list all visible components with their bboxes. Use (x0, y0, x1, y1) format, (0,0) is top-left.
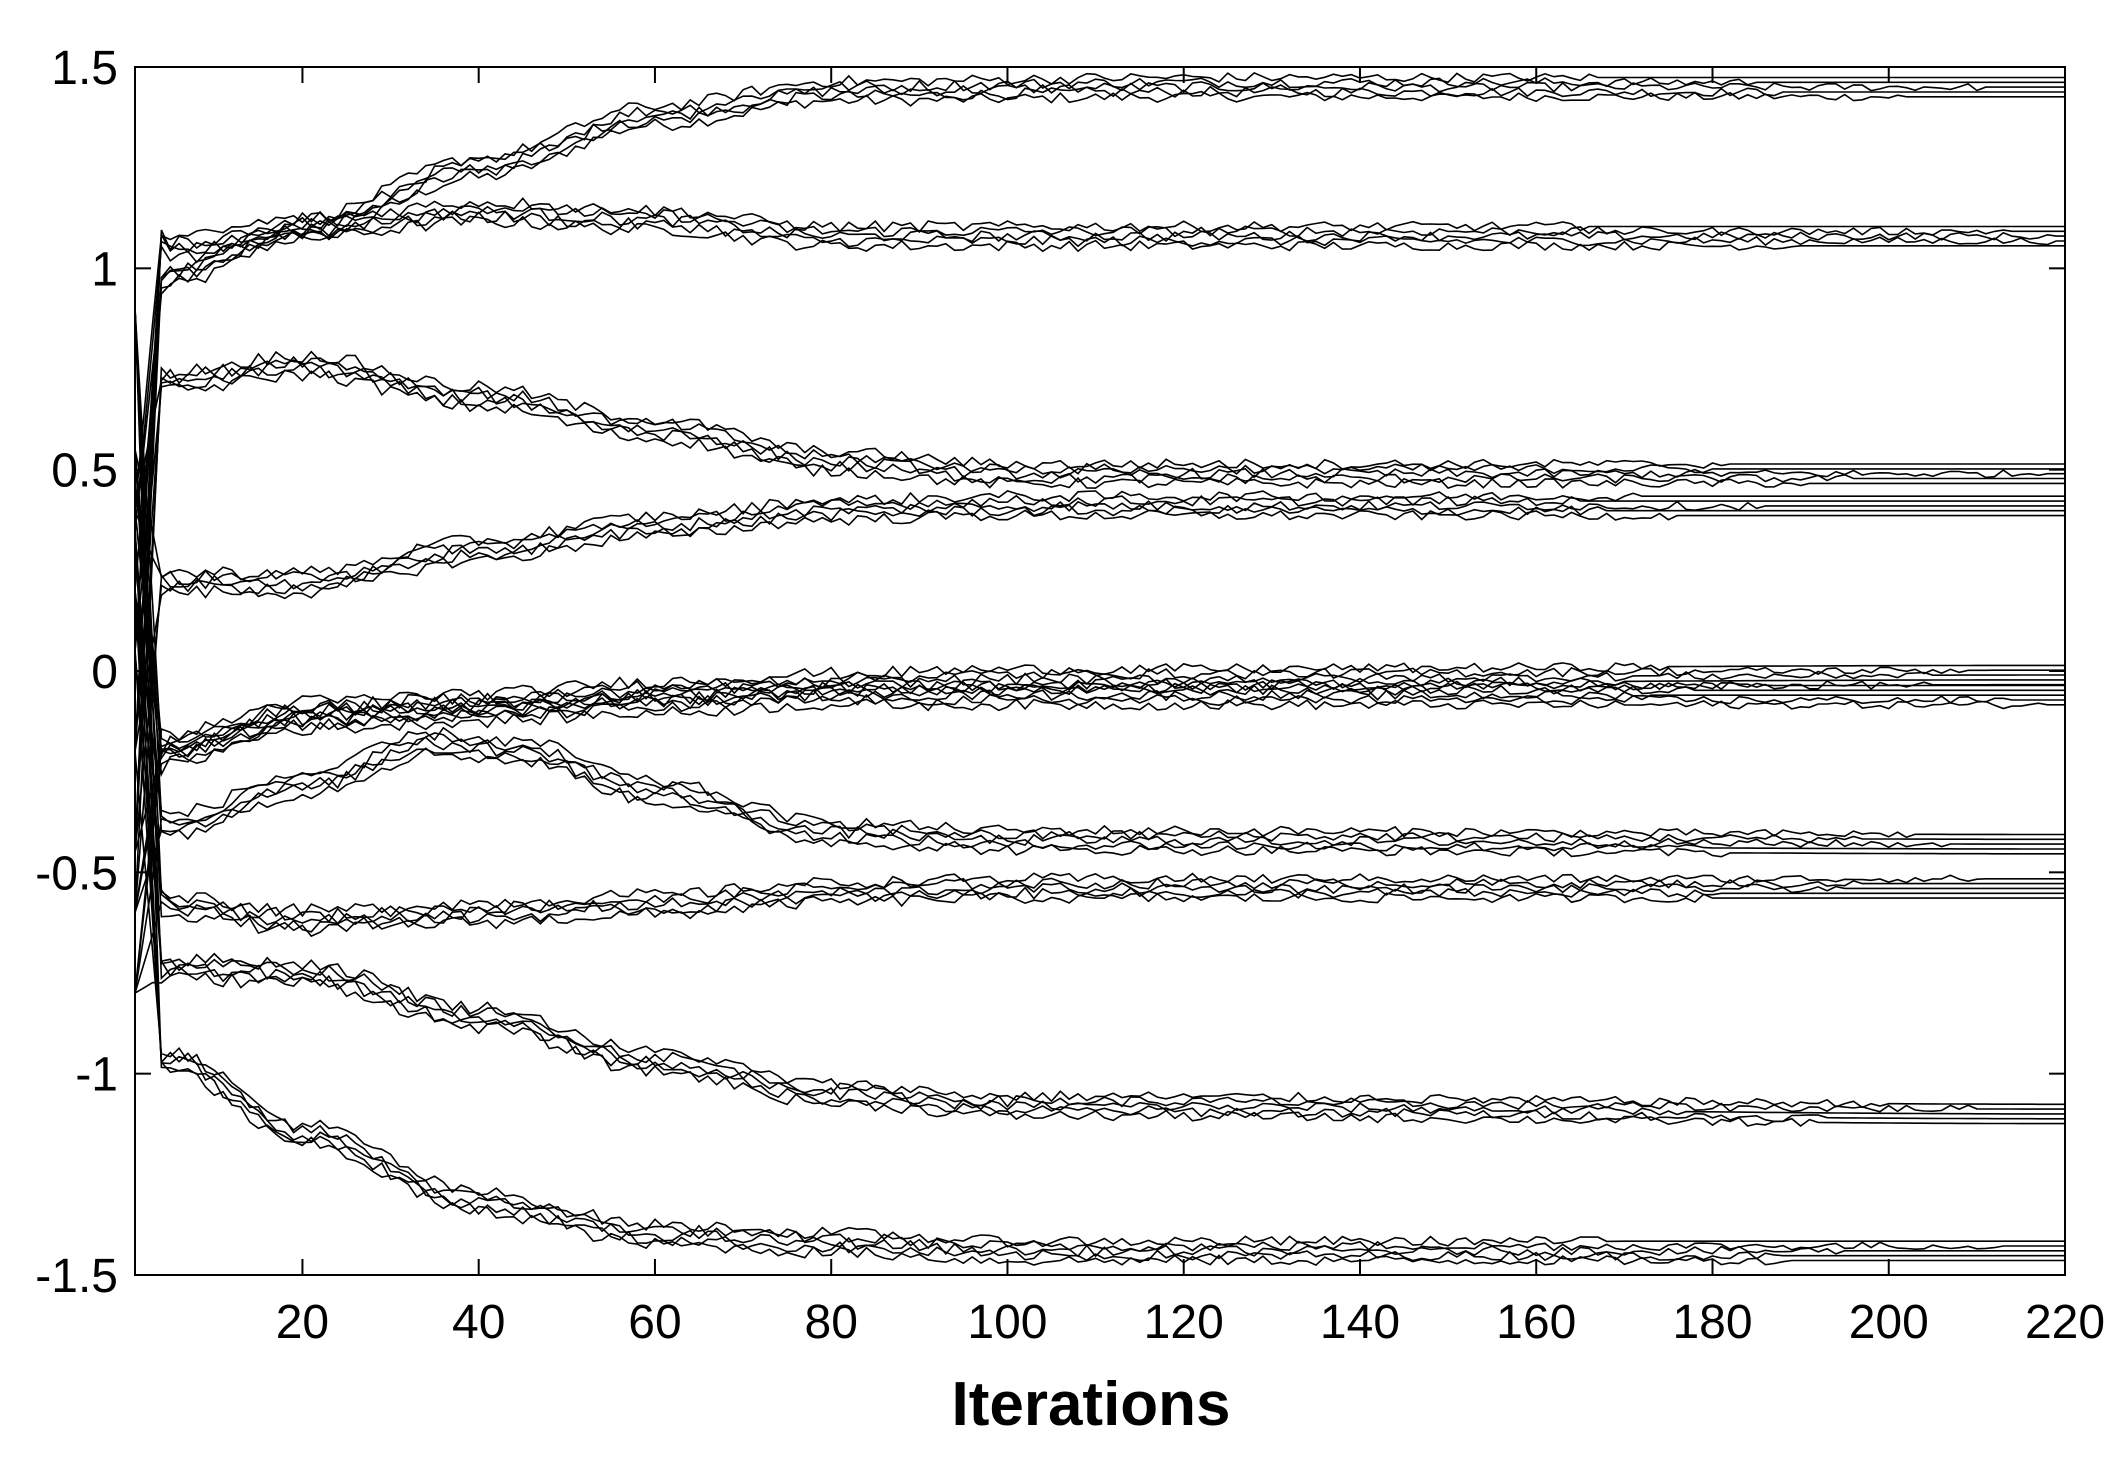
series-line (134, 500, 2065, 590)
series-line (134, 205, 2065, 752)
series-line (134, 449, 2065, 761)
x-tick-label: 200 (1849, 1296, 1929, 1349)
series-line (134, 210, 2065, 651)
y-tick-label: 1.5 (51, 42, 118, 95)
series-line (134, 359, 2065, 853)
series-line (134, 747, 2065, 913)
y-axis-ticks: 1.5 1 0.5 0 -0.5 -1 -1.5 (35, 42, 2065, 1303)
x-tick-label: 60 (628, 1296, 681, 1349)
series-line (134, 71, 2065, 853)
series-line (134, 590, 2065, 839)
series-line (134, 449, 2065, 581)
series-line (134, 650, 2065, 1109)
series-line (134, 308, 2065, 1123)
series-line (134, 85, 2065, 531)
series-line (134, 449, 2065, 938)
y-tick-label: 0.5 (51, 445, 118, 498)
series-line (134, 350, 2065, 913)
series-line (134, 449, 2065, 745)
series-line (134, 494, 2065, 913)
x-tick-label: 140 (1320, 1296, 1400, 1349)
series-line (134, 530, 2065, 1258)
series-line (134, 81, 2065, 651)
series-line (134, 590, 2065, 1262)
series-line (134, 504, 2065, 853)
series-line (134, 751, 2065, 1248)
x-tick-label: 180 (1672, 1296, 1752, 1349)
series-line (134, 590, 2065, 1116)
series-line (134, 202, 2065, 853)
y-tick-label: -1.5 (35, 1250, 118, 1303)
y-tick-label: 1 (91, 243, 118, 296)
series-line (134, 215, 2065, 531)
series-line (134, 662, 2065, 994)
series-line (134, 369, 2065, 651)
x-tick-label: 220 (2025, 1296, 2105, 1349)
series-line (134, 530, 2065, 918)
y-tick-label: 0 (91, 646, 118, 699)
series-line (134, 90, 2065, 591)
series-line (134, 530, 2065, 1113)
series-line (134, 77, 2065, 752)
series-line (134, 650, 2065, 1252)
series-line (134, 197, 2065, 510)
y-tick-label: -0.5 (35, 847, 118, 900)
y-tick-label: -1 (75, 1049, 118, 1102)
series-line (134, 449, 2065, 852)
x-tick-label: 40 (452, 1296, 505, 1349)
series-line (134, 509, 2065, 753)
x-axis-title: Iterations (951, 1370, 1230, 1439)
x-tick-label: 80 (805, 1296, 858, 1349)
series-line (134, 509, 2065, 752)
series-line (134, 683, 2065, 994)
x-axis-ticks: 20 40 60 80 100 120 140 160 180 200 220 (276, 67, 2105, 1349)
series-line (134, 886, 2065, 994)
series-line (134, 509, 2065, 778)
series-line (134, 308, 2065, 758)
series-line (134, 590, 2065, 923)
series-line (134, 308, 2065, 844)
x-tick-label: 100 (967, 1296, 1047, 1349)
series-line (134, 971, 2065, 1128)
series-line (134, 362, 2065, 752)
x-tick-label: 120 (1144, 1296, 1224, 1349)
series-lines (134, 71, 2065, 1267)
series-line (134, 736, 2065, 994)
x-tick-label: 160 (1496, 1296, 1576, 1349)
x-tick-label: 20 (276, 1296, 329, 1349)
